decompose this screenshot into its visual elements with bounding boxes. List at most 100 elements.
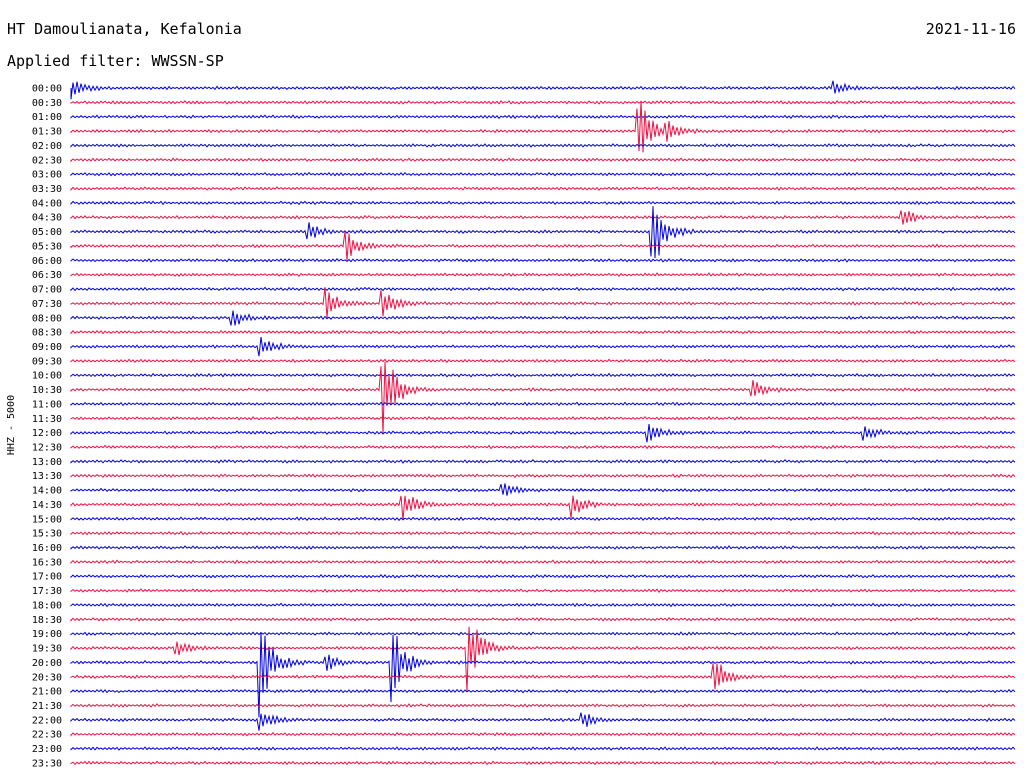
seismic-trace	[70, 336, 1016, 357]
date-label: 2021-11-16	[925, 20, 1016, 38]
seismic-trace	[70, 559, 1016, 565]
row-time-label: 01:30	[32, 127, 62, 138]
seismic-trace	[70, 100, 1016, 153]
row-time-label: 09:00	[32, 342, 62, 353]
row-time-label: 18:30	[32, 615, 62, 626]
row-time-label: 05:00	[32, 227, 62, 238]
row-time-label: 04:00	[32, 198, 62, 209]
row-time-label: 15:30	[32, 529, 62, 540]
row-time-label: 07:30	[32, 299, 62, 310]
seismic-trace	[70, 114, 1016, 120]
row-time-label: 02:00	[32, 141, 62, 152]
row-time-label: 10:30	[32, 385, 62, 396]
row-time-label: 14:00	[32, 486, 62, 497]
seismic-trace	[70, 80, 1016, 100]
seismic-trace	[70, 401, 1016, 407]
row-time-label: 10:00	[32, 371, 62, 382]
row-time-label: 23:30	[32, 758, 62, 769]
seismic-trace	[70, 100, 1016, 105]
seismic-trace	[70, 286, 1016, 292]
seismic-trace	[70, 361, 1016, 435]
seismic-trace	[70, 157, 1016, 163]
seismic-trace	[70, 663, 1016, 690]
row-time-label: 17:00	[32, 572, 62, 583]
seismic-trace	[70, 530, 1016, 536]
row-time-label: 04:30	[32, 213, 62, 224]
y-axis-label: HHZ - 5000	[6, 395, 17, 455]
seismic-trace	[70, 424, 1016, 443]
seismic-trace	[70, 206, 1016, 259]
filter-label: Applied filter: WWSSN-SP	[7, 52, 224, 70]
row-time-label: 00:30	[32, 98, 62, 109]
row-time-label: 19:00	[32, 629, 62, 640]
seismic-trace	[70, 588, 1016, 593]
seismic-trace	[70, 602, 1016, 608]
station-title: HT Damoulianata, Kefalonia	[7, 20, 242, 38]
row-time-label: 02:30	[32, 155, 62, 166]
seismic-trace	[70, 258, 1016, 263]
row-time-label: 21:30	[32, 701, 62, 712]
seismic-trace	[70, 272, 1016, 277]
seismic-trace	[70, 231, 1016, 261]
seismic-trace	[70, 483, 1016, 496]
row-time-label: 12:30	[32, 443, 62, 454]
seismic-trace	[70, 358, 1016, 364]
seismic-trace	[70, 760, 1016, 766]
time-label-group: 00:00 00:30 01:00 01:30 02:00 02:30 03:00 03:30…	[32, 84, 62, 770]
seismic-trace	[70, 631, 1016, 637]
seismic-trace	[70, 545, 1016, 550]
seismic-trace	[70, 746, 1016, 751]
row-time-label: 05:30	[32, 241, 62, 252]
seismic-trace	[70, 200, 1016, 206]
seismic-trace	[70, 143, 1016, 148]
row-time-label: 13:30	[32, 471, 62, 482]
row-time-label: 06:00	[32, 256, 62, 267]
seismic-trace	[70, 617, 1016, 622]
row-time-label: 03:00	[32, 170, 62, 181]
row-time-label: 01:00	[32, 112, 62, 123]
row-time-label: 11:30	[32, 414, 62, 425]
row-time-label: 17:30	[32, 586, 62, 597]
row-time-label: 22:30	[32, 730, 62, 741]
row-time-label: 08:00	[32, 313, 62, 324]
seismic-trace	[70, 459, 1016, 464]
row-time-label: 12:00	[32, 428, 62, 439]
row-time-label: 20:30	[32, 672, 62, 683]
row-time-label: 11:00	[32, 399, 62, 410]
seismic-trace	[70, 703, 1016, 708]
seismic-trace	[70, 287, 1016, 319]
seismic-trace	[70, 372, 1016, 378]
seismic-trace	[70, 626, 1016, 692]
seismic-trace	[70, 688, 1016, 694]
seismic-trace	[70, 712, 1016, 731]
row-time-label: 00:00	[32, 84, 62, 95]
row-time-label: 06:30	[32, 270, 62, 281]
trace-group	[70, 80, 1016, 766]
seismic-trace	[70, 329, 1016, 335]
seismic-trace	[70, 444, 1016, 450]
seismic-trace	[70, 210, 1016, 225]
row-time-label: 15:00	[32, 514, 62, 525]
row-time-label: 16:30	[32, 557, 62, 568]
row-time-label: 20:00	[32, 658, 62, 669]
seismic-trace	[70, 731, 1016, 737]
row-time-label: 13:00	[32, 457, 62, 468]
seismic-trace	[70, 573, 1016, 579]
row-time-label: 23:00	[32, 744, 62, 755]
seismic-trace	[70, 310, 1016, 326]
row-time-label: 03:30	[32, 184, 62, 195]
row-time-label: 22:00	[32, 715, 62, 726]
row-time-label: 21:00	[32, 687, 62, 698]
row-time-label: 14:30	[32, 500, 62, 511]
row-time-label: 08:30	[32, 328, 62, 339]
seismic-trace	[70, 473, 1016, 479]
seismic-trace	[70, 171, 1016, 177]
seismic-trace	[70, 632, 1016, 718]
seismic-trace	[70, 415, 1016, 421]
seismic-trace	[70, 516, 1016, 522]
row-time-label: 18:00	[32, 600, 62, 611]
row-time-label: 19:30	[32, 644, 62, 655]
row-time-label: 16:00	[32, 543, 62, 554]
seismic-trace	[70, 495, 1016, 521]
